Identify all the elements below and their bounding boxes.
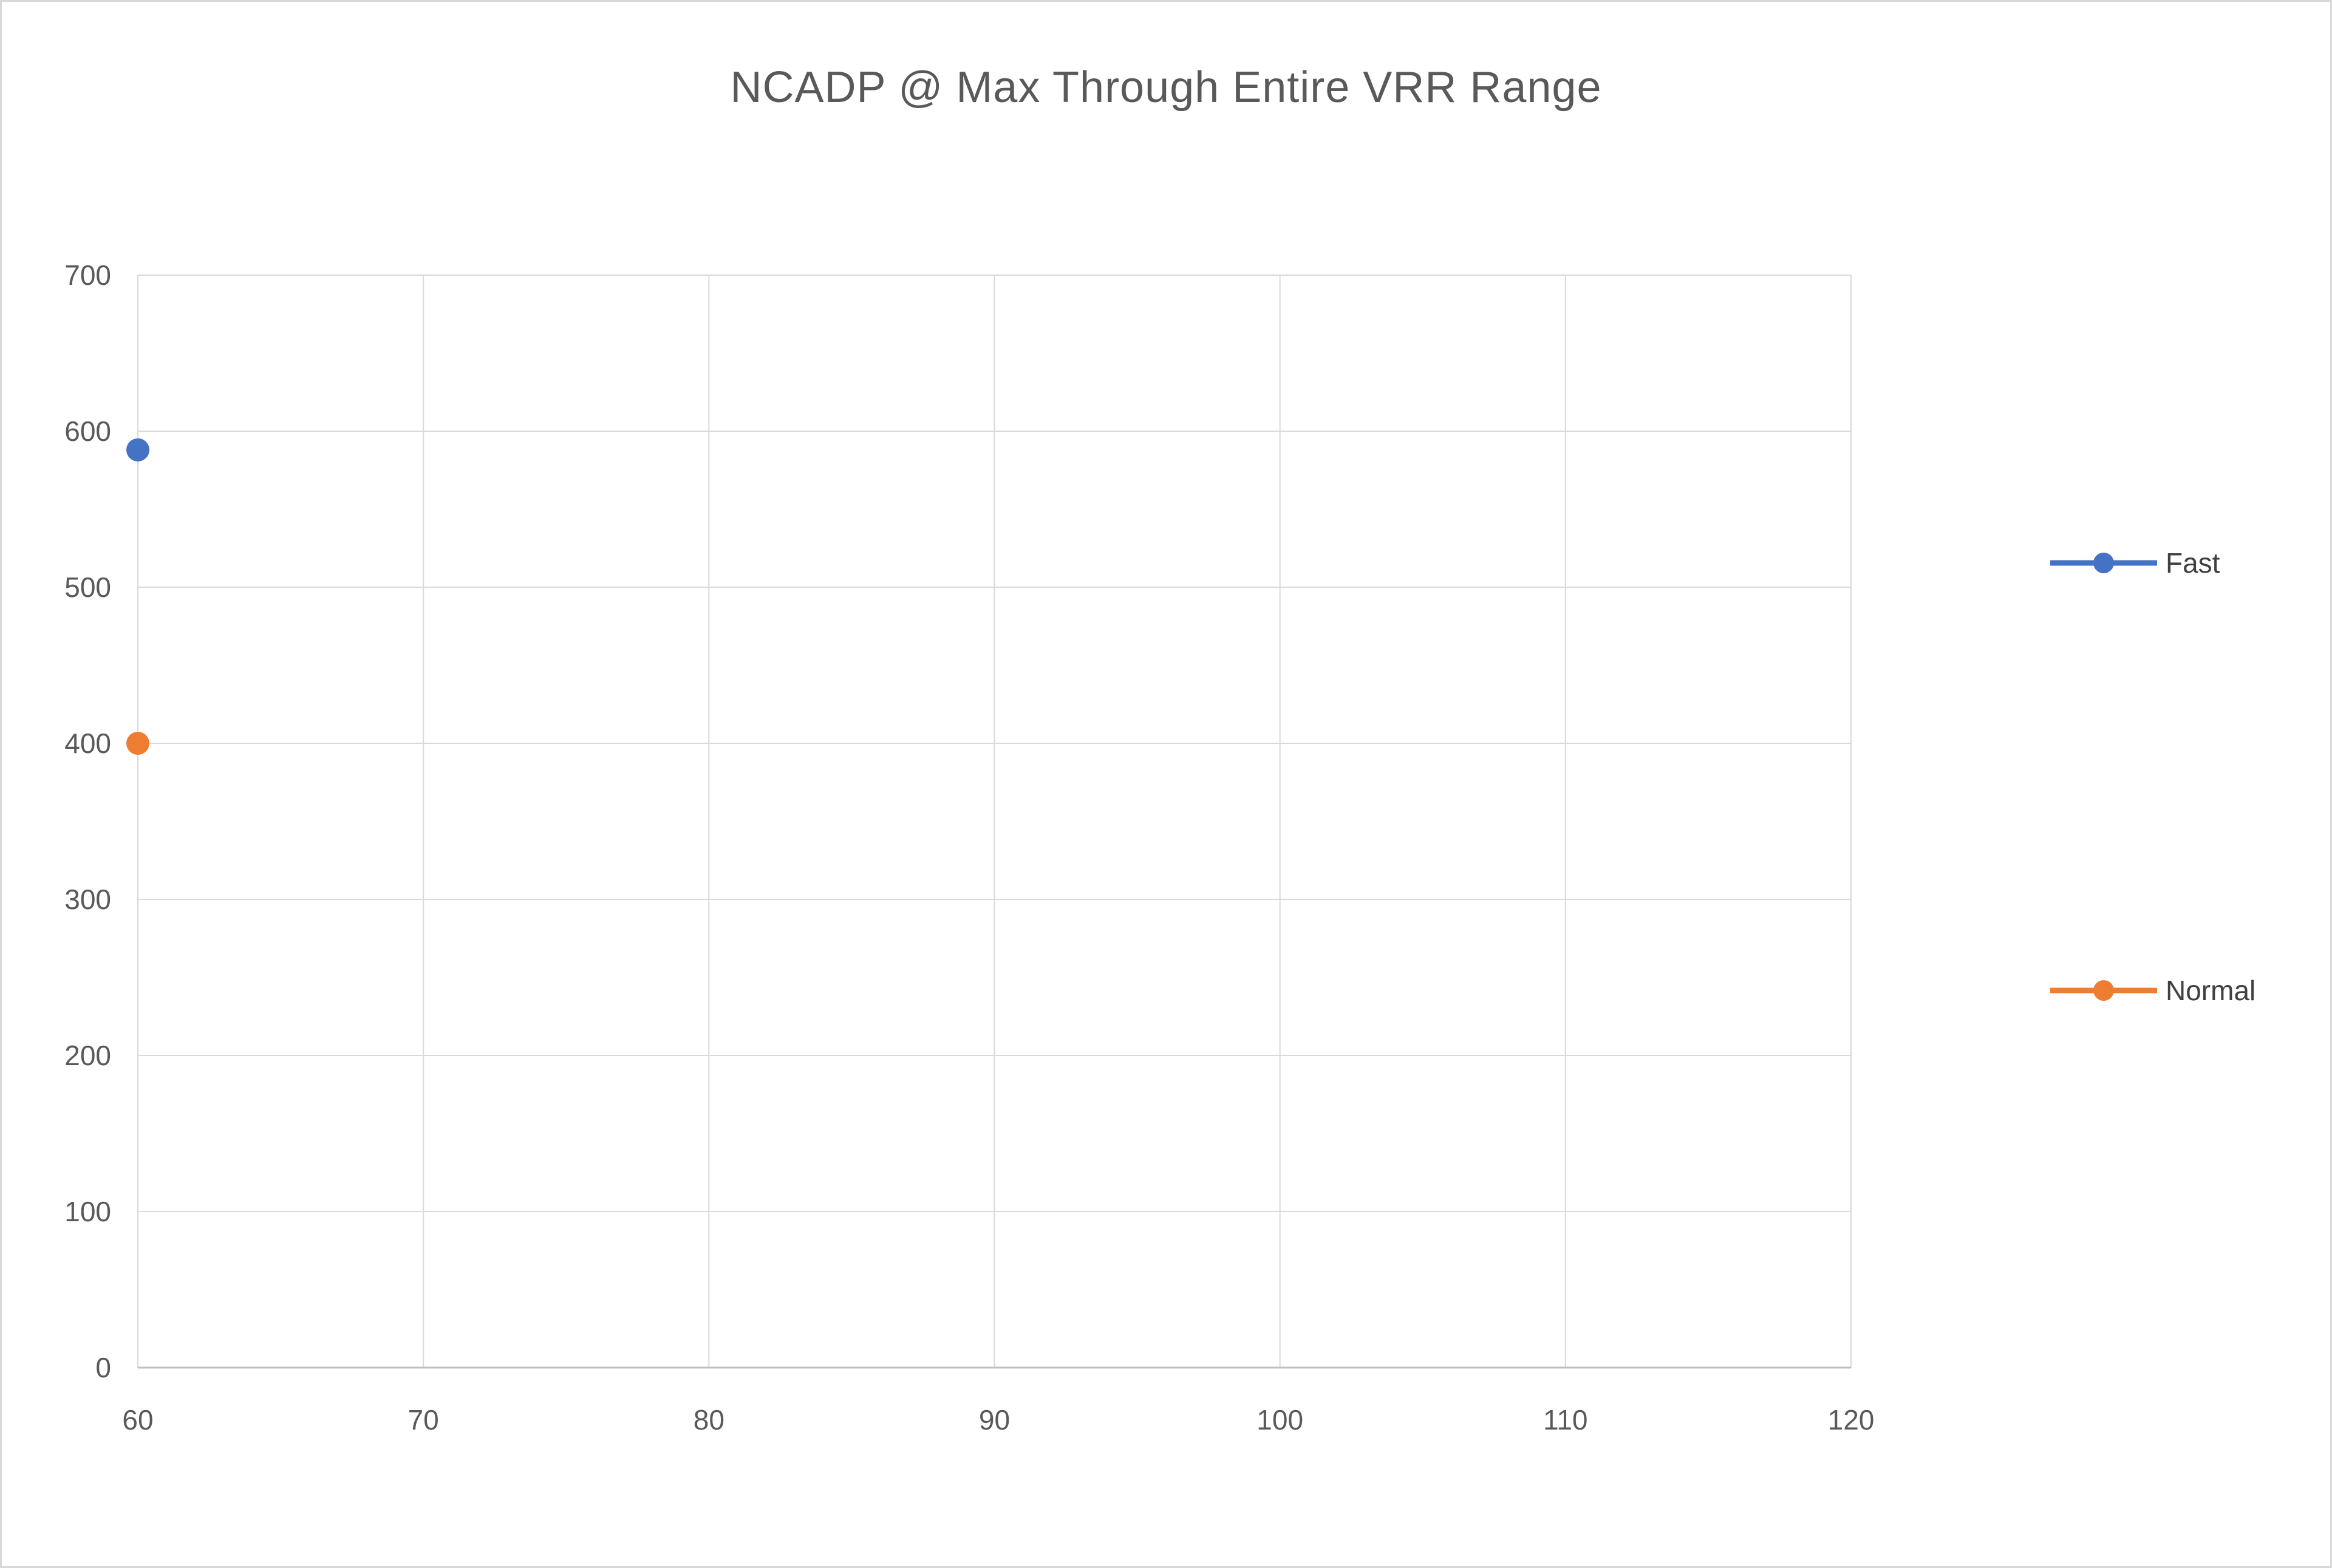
chart-title: NCADP @ Max Through Entire VRR Range [730, 63, 1602, 112]
legend-marker-fast [2093, 553, 2114, 573]
x-axis-tick-label: 120 [1828, 1404, 1875, 1436]
data-marker-fast [126, 438, 149, 462]
legend-marker-normal [2093, 980, 2114, 1001]
x-axis-tick-label: 100 [1256, 1404, 1303, 1436]
x-axis-tick-label: 60 [122, 1404, 153, 1436]
y-axis-tick-label: 0 [95, 1352, 111, 1383]
y-axis-tick-label: 300 [64, 884, 111, 915]
y-axis-tick-label: 200 [64, 1040, 111, 1071]
data-marker-normal [126, 732, 149, 755]
y-axis-tick-label: 400 [64, 728, 111, 759]
legend-label-normal: Normal [2166, 975, 2255, 1006]
y-axis-tick-label: 600 [64, 415, 111, 447]
x-axis-tick-label: 80 [694, 1404, 724, 1436]
x-axis-tick-label: 70 [408, 1404, 439, 1436]
x-axis-tick-label: 90 [979, 1404, 1010, 1436]
x-axis-tick-label: 110 [1543, 1404, 1587, 1436]
y-axis-tick-label: 100 [64, 1196, 111, 1227]
y-axis-tick-label: 500 [64, 571, 111, 603]
legend-label-fast: Fast [2166, 547, 2220, 579]
y-axis-tick-label: 700 [64, 259, 111, 291]
